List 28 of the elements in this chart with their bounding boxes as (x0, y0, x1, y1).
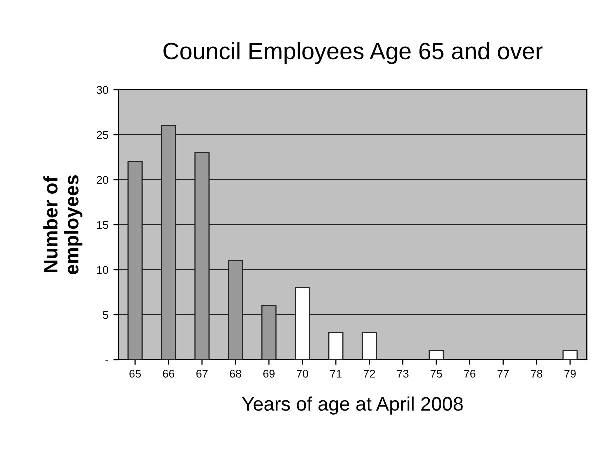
y-tick-label: 30 (96, 86, 108, 94)
y-tick-label: - (106, 360, 108, 362)
x-tick-label: 68 (230, 370, 242, 378)
x-tick-label: 65 (130, 370, 142, 378)
x-tick-label: 70 (297, 370, 308, 378)
x-tick-label: 66 (163, 370, 174, 378)
y-tick-label: 15 (97, 221, 108, 230)
chart-title: Council Employees Age 65 and over (164, 42, 543, 64)
bar (562, 350, 578, 360)
x-tick-label: 76 (464, 370, 476, 378)
x-tick-label: 73 (397, 370, 409, 378)
x-tick-label: 72 (364, 370, 376, 378)
y-tick-label: 25 (97, 131, 108, 140)
x-tick-label: 75 (430, 370, 442, 378)
bar (362, 332, 378, 360)
x-tick-label: 78 (531, 370, 543, 378)
y-tick-label: 10 (97, 266, 108, 274)
x-tick-label: 69 (264, 370, 275, 378)
y-tick-label: 5 (103, 311, 108, 320)
y-axis-title: Number of employees (44, 176, 83, 274)
y-tick-label: 20 (97, 176, 108, 184)
bar (328, 332, 344, 360)
x-tick-label: 79 (564, 370, 576, 378)
x-tick-label: 71 (330, 370, 342, 378)
x-tick-label: 67 (196, 370, 208, 378)
x-tick-label: 77 (498, 370, 510, 378)
x-axis-title: Years of age at April 2008 (242, 396, 463, 415)
bar (428, 350, 444, 360)
